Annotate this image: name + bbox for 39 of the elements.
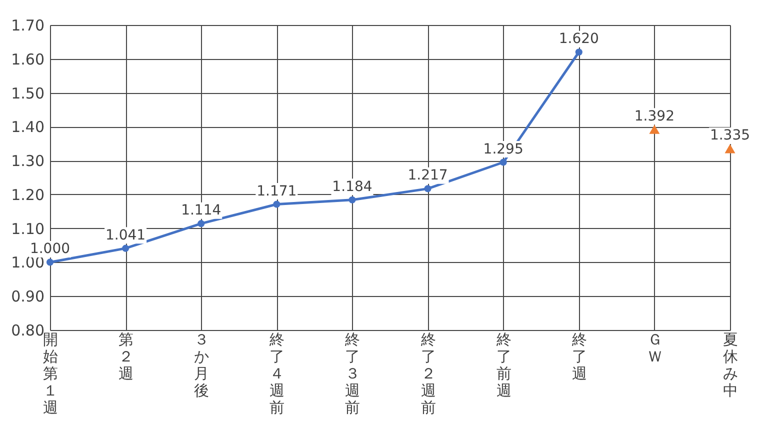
- data-label: 1.335: [710, 128, 750, 144]
- x-tick-label: 終了前週: [495, 330, 512, 400]
- point: [46, 258, 54, 266]
- y-tick-label: 0.80: [11, 322, 44, 340]
- point: [348, 196, 356, 204]
- point: [424, 185, 432, 192]
- x-tick-label: 終了３週前: [344, 330, 360, 416]
- y-tick-label: 1.60: [11, 50, 44, 68]
- y-tick-label: 1.20: [11, 186, 44, 204]
- data-label: 1.184: [332, 178, 372, 195]
- x-tick-label: 終了２週前: [420, 330, 436, 416]
- y-tick-label: 1.70: [11, 16, 44, 34]
- point: [122, 244, 130, 252]
- point: [649, 124, 660, 134]
- x-tick-label: 終了４週前: [268, 330, 285, 416]
- point: [724, 144, 736, 154]
- point: [273, 200, 280, 208]
- data-label: 1.000: [30, 241, 70, 258]
- y-tick-label: 1.50: [11, 84, 44, 102]
- data-label: 1.171: [256, 183, 297, 200]
- data-label: 1.620: [558, 31, 599, 48]
- y-tick-label: 1.30: [11, 152, 44, 170]
- point: [500, 158, 507, 166]
- point: [198, 220, 205, 228]
- data-label: 1.041: [106, 227, 146, 244]
- data-label: 1.392: [634, 108, 674, 124]
- data-label: 1.295: [483, 141, 524, 158]
- y-tick-label: 1.40: [11, 118, 44, 136]
- x-tick-label: 第２週: [118, 330, 134, 382]
- x-tick-label: 終了週: [570, 330, 587, 382]
- data-label: 1.114: [181, 202, 222, 219]
- y-tick-label: 1.10: [11, 220, 44, 238]
- point: [575, 48, 582, 56]
- x-tick-label: 開始第１週: [43, 330, 58, 416]
- data-label: 1.217: [408, 168, 448, 184]
- x-tick-label: ＧＷ: [647, 330, 662, 366]
- y-tick-label: 0.90: [11, 288, 44, 306]
- x-tick-label: ３か月後: [194, 330, 210, 400]
- x-tick-label: 夏休み中: [723, 330, 738, 400]
